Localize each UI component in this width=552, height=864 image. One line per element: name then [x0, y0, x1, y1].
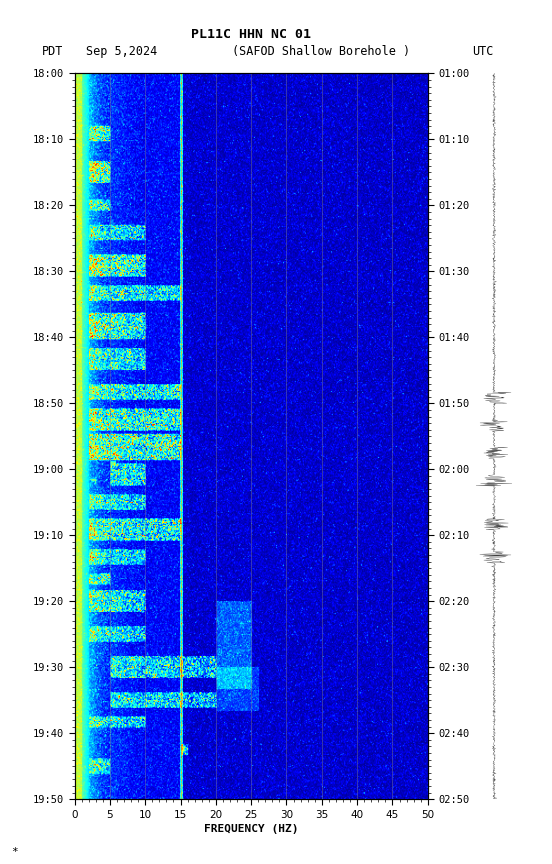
Text: Sep 5,2024: Sep 5,2024 — [86, 45, 157, 58]
Text: (SAFOD Shallow Borehole ): (SAFOD Shallow Borehole ) — [232, 45, 410, 58]
Text: UTC: UTC — [472, 45, 493, 58]
Text: *: * — [11, 848, 18, 857]
Text: PL11C HHN NC 01: PL11C HHN NC 01 — [191, 28, 311, 41]
X-axis label: FREQUENCY (HZ): FREQUENCY (HZ) — [204, 823, 299, 834]
Text: PDT: PDT — [41, 45, 63, 58]
